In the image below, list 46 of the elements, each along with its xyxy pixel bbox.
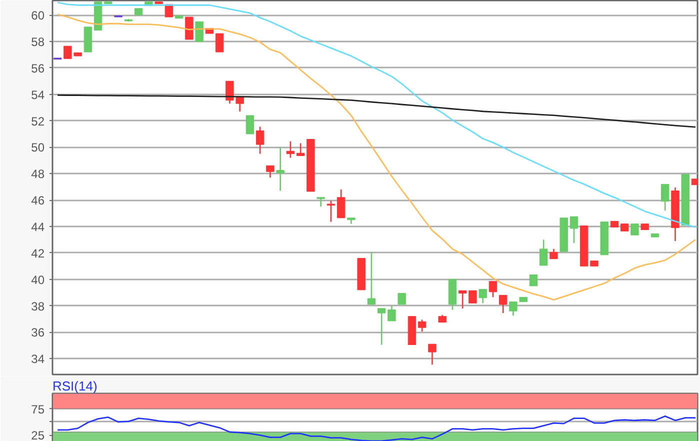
candlestick [336,188,346,219]
y-tick-label: 40 [31,272,45,287]
y-tick-label: 44 [31,220,45,234]
y-tick-label: 42 [31,246,45,260]
candlestick [256,126,264,154]
candlestick [630,223,639,236]
candlestick [488,280,498,298]
candlestick [570,216,578,244]
candlestick [195,20,204,42]
candlestick [539,239,548,266]
y-tick-label: 25 [31,428,45,441]
candlestick [550,248,558,260]
line-series [56,14,696,301]
candlestick [266,165,274,178]
y-tick-label: 50 [31,140,45,155]
candlestick [498,294,508,314]
candlestick [246,115,254,134]
y-tick-label: 38 [31,299,45,314]
candlestick [529,274,538,287]
candlestick [185,16,194,40]
candlestick [367,252,376,306]
candlestick [276,146,284,192]
line-series [56,2,696,228]
y-tick-label: 54 [31,88,45,102]
y-tick-label: 36 [31,326,45,340]
candlestick [326,200,336,223]
y-tick-label: 56 [31,61,45,76]
y-tick-label: 58 [31,34,45,49]
y-tick-label: 52 [31,114,45,128]
line-series [56,415,696,441]
candlestick [398,292,406,305]
candlestick [296,142,305,156]
y-tick-label: 60 [31,8,45,23]
candlestick [164,4,174,18]
candlestick [428,343,436,366]
candlestick [661,184,670,212]
y-tick-label: 46 [31,194,45,208]
candlestick [478,288,487,304]
y-tick-label: 34 [31,352,45,366]
candlestick [316,196,325,208]
y-tick-label: 75 [31,402,45,416]
chart-title: RSI(14) [52,378,98,394]
y-tick-label: 48 [31,167,45,182]
candlestick [286,140,295,158]
candlestick [418,319,426,332]
candlestick [215,32,224,53]
